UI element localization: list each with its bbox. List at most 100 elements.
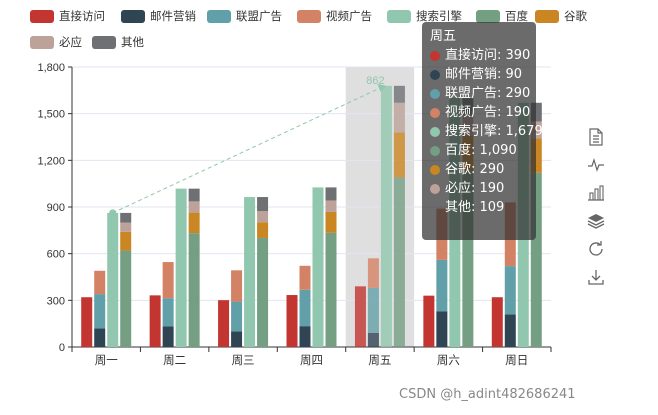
legend-item[interactable]: 搜索引擎 [387, 9, 462, 23]
bar [299, 265, 311, 290]
y-tick-label: 0 [59, 342, 65, 354]
legend-swatch [30, 35, 54, 49]
tooltip-marker [430, 164, 440, 175]
legend-swatch [121, 9, 145, 23]
bar [367, 287, 379, 333]
legend-swatch [387, 9, 411, 23]
bar [286, 295, 298, 347]
legend-item[interactable]: 联盟广告 [207, 9, 282, 23]
legend-swatch [92, 35, 116, 49]
watermark: CSDN @h_adint482686241 [399, 387, 576, 402]
bar [175, 188, 187, 347]
tooltip-label: 联盟广告: 290 [445, 86, 531, 101]
legend-label: 必应 [59, 35, 82, 49]
tooltip-label: 直接访问: 390 [445, 48, 531, 63]
tooltip-row: 邮件营销: 90 [430, 65, 528, 84]
tooltip-row: 直接访问: 390 [430, 46, 531, 65]
markline-label: 862 [366, 75, 384, 87]
bar [94, 328, 106, 347]
y-tick-label: 600 [47, 249, 65, 261]
bar-chart-icon[interactable] [585, 182, 607, 204]
bar [120, 231, 132, 251]
bar [367, 258, 379, 288]
y-tick-label: 300 [47, 295, 65, 307]
tooltip-marker [430, 145, 440, 156]
bar [393, 132, 405, 178]
bar [257, 197, 269, 212]
bar [162, 298, 174, 327]
bar [299, 326, 311, 347]
bar [530, 102, 542, 122]
bar [530, 138, 542, 173]
save-image-icon[interactable] [585, 266, 607, 288]
legend-swatch [297, 9, 321, 23]
tooltip-marker [430, 88, 440, 99]
tooltip: 周五 直接访问: 390 邮件营销: 90 联盟广告: 290 视频广告: 190 搜索… [422, 22, 543, 240]
tooltip-label: 视频广告: 190 [445, 105, 531, 120]
bar [231, 331, 243, 347]
legend-label: 搜索引擎 [416, 9, 462, 23]
legend-item[interactable]: 邮件营销 [121, 9, 196, 23]
legend-item[interactable]: 必应 [30, 35, 82, 49]
bar [393, 85, 405, 103]
y-tick-label: 900 [47, 202, 65, 214]
tooltip-row: 百度: 1,090 [430, 141, 528, 160]
bar [423, 295, 435, 347]
tooltip-marker [430, 50, 440, 61]
legend-swatch [476, 9, 500, 23]
tooltip-marker [430, 183, 440, 194]
bar [436, 311, 448, 347]
legend-item[interactable]: 其他 [92, 35, 144, 49]
bar [218, 300, 230, 347]
legend-item[interactable]: 谷歌 [535, 9, 587, 23]
bar [244, 197, 256, 347]
y-tick-label: 1,800 [37, 62, 65, 74]
bar [393, 102, 405, 133]
legend-label: 谷歌 [564, 9, 587, 23]
legend-item[interactable]: 视频广告 [297, 9, 372, 23]
data-view-icon[interactable] [585, 126, 607, 148]
legend-item[interactable]: 直接访问 [30, 9, 105, 23]
x-tick-label: 周一 [95, 353, 118, 367]
tooltip-label: 谷歌: 290 [445, 162, 505, 177]
x-tick-label: 周二 [163, 353, 186, 367]
legend-swatch [207, 9, 231, 23]
legend-label: 直接访问 [59, 9, 105, 23]
legend-label: 百度 [505, 9, 528, 23]
legend-swatch [535, 9, 559, 23]
markline [112, 87, 381, 214]
bar [491, 297, 503, 347]
tooltip-label: 百度: 1,090 [445, 143, 517, 158]
bar [257, 237, 269, 347]
legend-item[interactable]: 百度 [476, 9, 528, 23]
y-tick-label: 1,500 [37, 109, 65, 121]
bar [81, 297, 93, 347]
tooltip-row: 必应: 190 [430, 179, 528, 198]
bar [325, 211, 337, 233]
stack-icon[interactable] [585, 210, 607, 232]
legend-label: 其他 [121, 35, 144, 49]
restore-icon[interactable] [585, 238, 607, 260]
tooltip-title: 周五 [430, 29, 457, 44]
bar [120, 212, 132, 223]
legend-label: 视频广告 [326, 9, 372, 23]
bar [94, 294, 106, 329]
bar [94, 270, 106, 295]
legend-label: 联盟广告 [236, 9, 282, 23]
tooltip-marker [430, 126, 440, 137]
y-tick-label: 1,200 [37, 155, 65, 167]
bar [188, 201, 200, 213]
legend-swatch [30, 9, 54, 23]
bar [380, 85, 392, 348]
bar [231, 270, 243, 302]
line-chart-icon[interactable] [585, 154, 607, 176]
tooltip-label: 邮件营销: 90 [445, 67, 523, 82]
bar [504, 314, 516, 347]
bar [367, 333, 379, 347]
tooltip-marker [430, 69, 440, 80]
legend-label: 邮件营销 [150, 9, 196, 23]
bar [149, 295, 161, 347]
bar [312, 187, 324, 347]
tooltip-label: 搜索引擎: 1,679 [445, 124, 543, 139]
x-tick-label: 周四 [300, 353, 323, 367]
